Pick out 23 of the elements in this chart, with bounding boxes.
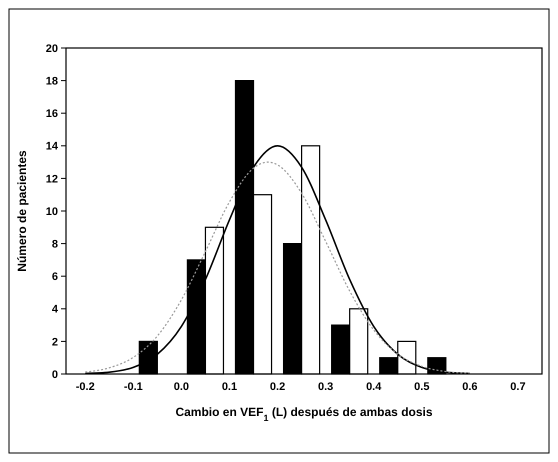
x-axis-title: Cambio en VEF$_{1}$ (L) después de ambas dosis xyxy=(175,405,433,423)
x-tick-label: 0.3 xyxy=(318,381,334,393)
x-tick-label: -0.1 xyxy=(124,381,143,393)
y-tick-label: 8 xyxy=(52,238,58,250)
y-tick-label: 10 xyxy=(46,206,58,218)
y-tick-label: 4 xyxy=(52,304,59,316)
x-tick-label: 0.2 xyxy=(270,381,286,393)
y-tick-label: 14 xyxy=(46,140,59,153)
x-tick-label: -0.2 xyxy=(76,381,95,393)
x-tick-label: 0.0 xyxy=(174,381,190,393)
y-tick-label: 12 xyxy=(46,173,58,186)
y-tick-label: 2 xyxy=(52,336,58,348)
y-tick-label: 18 xyxy=(46,75,58,88)
y-tick-label: 20 xyxy=(46,42,58,55)
x-tick-label: 0.6 xyxy=(462,381,478,393)
x-tick-label: 0.4 xyxy=(366,381,382,393)
x-tick-label: 0.7 xyxy=(510,381,526,393)
x-tick-label: 0.5 xyxy=(414,381,430,393)
y-tick-label: 16 xyxy=(46,108,58,120)
y-tick-label: 6 xyxy=(52,271,58,284)
x-tick-label: 0.1 xyxy=(222,381,238,393)
y-axis-title: Número de pacientes xyxy=(15,150,29,272)
y-tick-label: 0 xyxy=(52,368,58,381)
